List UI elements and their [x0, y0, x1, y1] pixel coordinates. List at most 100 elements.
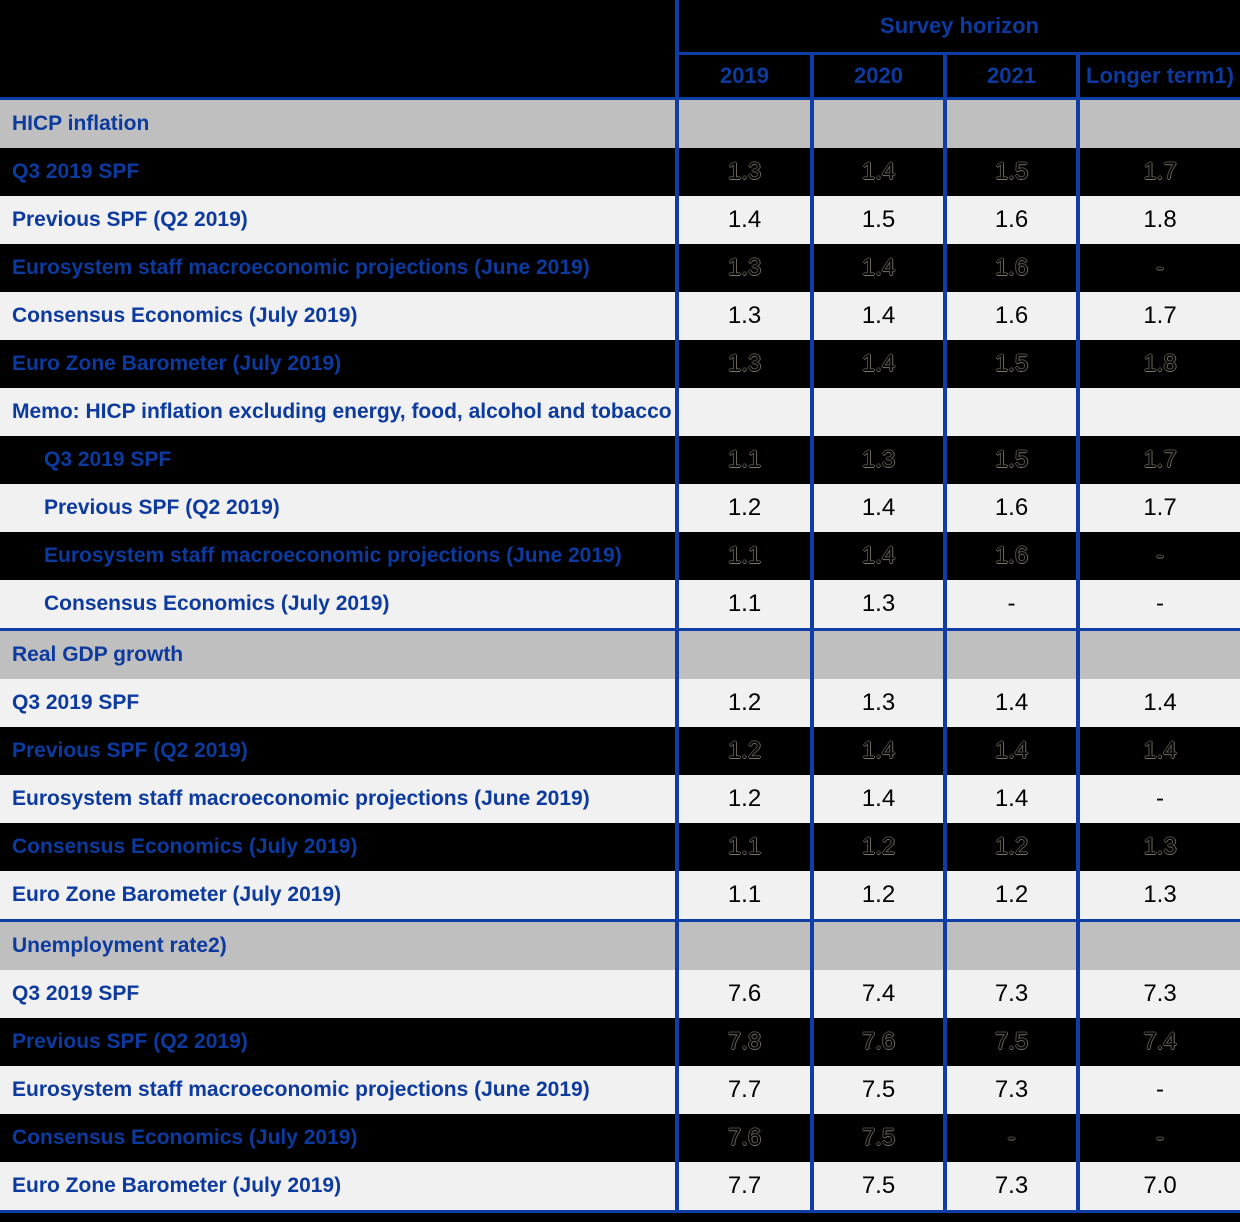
- row-label: Previous SPF (Q2 2019): [12, 1030, 248, 1053]
- value-cell: [1076, 922, 1240, 970]
- value-cell: 1.2: [675, 484, 810, 532]
- value-cell: 1.3: [810, 580, 943, 628]
- row-label: Q3 2019 SPF: [12, 160, 140, 183]
- value-cell: -: [943, 580, 1076, 628]
- value-cell: 1.4: [1076, 727, 1240, 775]
- header-survey-horizon-group: Survey horizon 2019 2020 2021 Longer ter…: [675, 0, 1240, 97]
- value-cell: 1.2: [810, 871, 943, 919]
- value-cell: 1.2: [943, 871, 1076, 919]
- value-cell: [675, 388, 810, 436]
- row-label: Q3 2019 SPF: [12, 982, 140, 1005]
- value-cell: [1076, 100, 1240, 148]
- value-cell: 7.6: [675, 970, 810, 1018]
- data-row: Euro Zone Barometer (July 2019) 1.1 1.2 …: [0, 871, 1240, 919]
- table-rows: HICP inflation Q3 2019 SPF 1.3 1.4 1.5 1…: [0, 100, 1240, 1210]
- data-row: Eurosystem staff macroeconomic projectio…: [0, 532, 1240, 580]
- value-cell: 7.3: [943, 970, 1076, 1018]
- value-cell: -: [1076, 1066, 1240, 1114]
- value-cell: 1.6: [943, 244, 1076, 292]
- value-cell: 1.2: [675, 727, 810, 775]
- data-row: Eurosystem staff macroeconomic projectio…: [0, 244, 1240, 292]
- year-column-header: 2019: [720, 63, 769, 88]
- value-cell: 1.7: [1076, 436, 1240, 484]
- value-cell: 1.2: [675, 679, 810, 727]
- value-cell: 1.3: [1076, 871, 1240, 919]
- value-cell: [810, 388, 943, 436]
- row-label: Consensus Economics (July 2019): [12, 304, 358, 327]
- value-cell: -: [1076, 775, 1240, 823]
- value-cell: 1.7: [1076, 148, 1240, 196]
- data-row: Previous SPF (Q2 2019) 1.2 1.4 1.4 1.4: [0, 727, 1240, 775]
- row-label: Q3 2019 SPF: [12, 691, 140, 714]
- value-cell: 1.4: [675, 196, 810, 244]
- value-cell: [1076, 388, 1240, 436]
- data-row: Consensus Economics (July 2019) 7.6 7.5 …: [0, 1114, 1240, 1162]
- value-cell: -: [1076, 580, 1240, 628]
- section-row: HICP inflation: [0, 100, 1240, 148]
- row-label: Euro Zone Barometer (July 2019): [12, 352, 342, 375]
- data-row: Eurosystem staff macroeconomic projectio…: [0, 1066, 1240, 1114]
- data-row: Consensus Economics (July 2019) 1.1 1.2 …: [0, 823, 1240, 871]
- row-label: Euro Zone Barometer (July 2019): [12, 1174, 342, 1197]
- value-cell: 7.5: [810, 1114, 943, 1162]
- value-cell: 1.6: [943, 484, 1076, 532]
- value-cell: [943, 388, 1076, 436]
- value-cell: 1.3: [810, 679, 943, 727]
- value-cell: -: [943, 1114, 1076, 1162]
- value-cell: 1.7: [1076, 484, 1240, 532]
- value-cell: 1.6: [943, 532, 1076, 580]
- data-row: Q3 2019 SPF 7.6 7.4 7.3 7.3: [0, 970, 1240, 1018]
- section-title: Unemployment rate2): [12, 934, 227, 957]
- row-label: Euro Zone Barometer (July 2019): [12, 883, 342, 906]
- value-cell: 7.4: [810, 970, 943, 1018]
- value-cell: 1.5: [943, 148, 1076, 196]
- value-cell: -: [1076, 1114, 1240, 1162]
- data-row: Euro Zone Barometer (July 2019) 1.3 1.4 …: [0, 340, 1240, 388]
- data-row: Previous SPF (Q2 2019) 1.4 1.5 1.6 1.8: [0, 196, 1240, 244]
- value-cell: 1.3: [810, 436, 943, 484]
- row-label: Consensus Economics (July 2019): [12, 1126, 358, 1149]
- value-cell: 1.4: [810, 484, 943, 532]
- value-cell: 7.0: [1076, 1162, 1240, 1210]
- value-cell: 7.3: [943, 1066, 1076, 1114]
- section-title: Real GDP growth: [12, 643, 184, 666]
- value-cell: 7.3: [943, 1162, 1076, 1210]
- row-label: Eurosystem staff macroeconomic projectio…: [12, 1078, 590, 1101]
- data-row: Eurosystem staff macroeconomic projectio…: [0, 775, 1240, 823]
- value-cell: [810, 631, 943, 679]
- value-cell: [810, 922, 943, 970]
- row-label: Consensus Economics (July 2019): [44, 592, 390, 615]
- value-cell: 1.7: [1076, 292, 1240, 340]
- value-cell: 1.3: [675, 244, 810, 292]
- value-cell: 1.4: [810, 532, 943, 580]
- row-label: Eurosystem staff macroeconomic projectio…: [12, 787, 590, 810]
- value-cell: [943, 631, 1076, 679]
- value-cell: 7.4: [1076, 1018, 1240, 1066]
- row-label: Eurosystem staff macroeconomic projectio…: [44, 544, 622, 567]
- value-cell: 1.3: [675, 340, 810, 388]
- value-cell: 1.1: [675, 580, 810, 628]
- value-cell: 1.2: [675, 775, 810, 823]
- value-cell: [675, 631, 810, 679]
- value-cell: 1.4: [810, 340, 943, 388]
- row-label: Consensus Economics (July 2019): [12, 835, 358, 858]
- value-cell: 7.5: [810, 1162, 943, 1210]
- value-cell: 1.4: [1076, 679, 1240, 727]
- section-row: Unemployment rate2): [0, 919, 1240, 970]
- year-column-header: Longer term1): [1076, 55, 1240, 97]
- value-cell: [1076, 631, 1240, 679]
- value-cell: 1.4: [810, 148, 943, 196]
- value-cell: 1.2: [810, 823, 943, 871]
- value-cell: 7.6: [675, 1114, 810, 1162]
- value-cell: 7.7: [675, 1066, 810, 1114]
- value-cell: 1.1: [675, 436, 810, 484]
- value-cell: 7.3: [1076, 970, 1240, 1018]
- value-cell: 1.1: [675, 823, 810, 871]
- value-cell: 1.5: [810, 196, 943, 244]
- data-row: Q3 2019 SPF 1.1 1.3 1.5 1.7: [0, 436, 1240, 484]
- value-cell: 1.8: [1076, 196, 1240, 244]
- value-cell: -: [1076, 244, 1240, 292]
- row-label: Previous SPF (Q2 2019): [44, 496, 280, 519]
- value-cell: 7.7: [675, 1162, 810, 1210]
